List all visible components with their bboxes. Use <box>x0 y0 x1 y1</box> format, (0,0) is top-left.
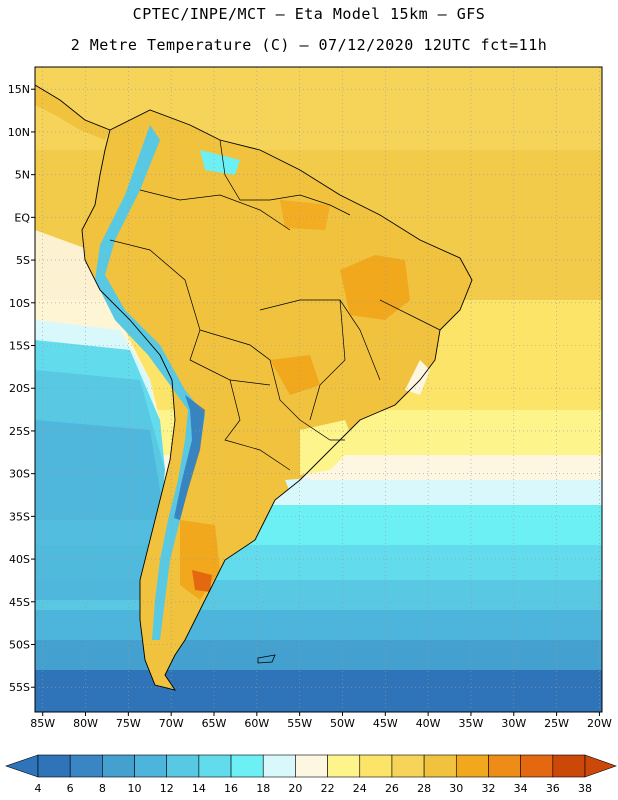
lat-tick-label: 15N <box>8 83 30 96</box>
lat-tick-label: 40S <box>9 553 30 566</box>
central-america-coast <box>34 84 111 131</box>
colorbar-label: 4 <box>34 782 42 795</box>
lat-tick-label: 25S <box>9 425 30 438</box>
colorbar-label: 30 <box>449 782 464 795</box>
lat-tick-label: 20S <box>9 382 30 395</box>
colorbar-swatch <box>359 754 393 778</box>
lat-tick-label: 50S <box>9 639 30 652</box>
colorbar-label: 8 <box>98 782 106 795</box>
lon-tick-label: 70W <box>159 717 184 730</box>
colorbar-swatch <box>327 754 361 778</box>
colorbar-swatch <box>134 754 168 778</box>
colorbar-label: 14 <box>191 782 206 795</box>
colorbar-swatch <box>552 754 586 778</box>
lon-tick-label: 30W <box>501 717 526 730</box>
colorbar-swatch <box>488 754 521 778</box>
lat-tick-label: 45S <box>9 596 30 609</box>
colorbar-label: 20 <box>288 782 303 795</box>
lon-tick-label: 65W <box>202 717 227 730</box>
hot-brazil-northeast <box>340 255 410 320</box>
country-borders <box>109 139 441 471</box>
colorbar-swatch <box>166 754 200 778</box>
colorbar <box>5 754 617 778</box>
title-variable: 2 Metre Temperature (C) – 07/12/2020 12U… <box>70 36 548 54</box>
mild-bahia <box>405 360 430 395</box>
lon-tick-label: 45W <box>373 717 398 730</box>
lon-tick-label: 60W <box>244 717 269 730</box>
colorbar-swatch <box>198 754 232 778</box>
lon-tick-label: 80W <box>73 717 98 730</box>
lat-tick-label: 15S <box>9 340 30 353</box>
colorbar-swatch <box>455 754 489 778</box>
colorbar-label: 10 <box>127 782 142 795</box>
colorbar-label: 16 <box>224 782 239 795</box>
longitude-axis: 85W 80W 75W 70W 65W 60W 55W 50W 45W 40W 35W 30W 25W 2… <box>30 712 612 730</box>
latitude-axis: 15N 10N 5N EQ 5S 10S 15S 20S 25S 30S 35S 40S 45S 50S 5… <box>8 83 35 694</box>
colorbar-label: 34 <box>513 782 528 795</box>
colorbar-swatch <box>391 754 425 778</box>
colorbar-label: 24 <box>352 782 367 795</box>
hot-amazon <box>280 200 330 230</box>
lon-tick-label: 75W <box>116 717 141 730</box>
band-4-6 <box>35 670 602 712</box>
band-8-10 <box>35 640 602 670</box>
hot-mato-grosso <box>270 355 320 395</box>
lon-tick-label: 35W <box>459 717 484 730</box>
lat-tick-label: 55S <box>9 681 30 694</box>
colorbar-label: 36 <box>545 782 560 795</box>
lat-tick-label: EQ <box>14 211 30 224</box>
lon-tick-label: 20W <box>587 717 612 730</box>
colorbar-label: 22 <box>320 782 335 795</box>
falklands-outline <box>257 654 276 664</box>
lat-tick-label: 5N <box>15 169 30 182</box>
hot-patagonia-core <box>192 570 212 592</box>
colorbar-label: 12 <box>159 782 174 795</box>
coastline <box>81 109 473 691</box>
colorbar-over-arrow <box>584 754 617 778</box>
lon-tick-label: 40W <box>416 717 441 730</box>
title-source: CPTEC/INPE/MCT – Eta Model 15km – GFS <box>132 5 486 23</box>
colorbar-under-arrow <box>5 754 39 778</box>
south-america-land <box>82 110 472 690</box>
colorbar-label: 6 <box>66 782 74 795</box>
colorbar-swatch <box>423 754 457 778</box>
colorbar-swatch <box>520 754 554 778</box>
lat-tick-label: 10S <box>9 297 30 310</box>
colorbar-label: 32 <box>481 782 496 795</box>
lat-tick-label: 10N <box>8 126 30 139</box>
map-frame <box>34 66 603 713</box>
colorbar-label: 28 <box>417 782 432 795</box>
band-10-12 <box>35 610 602 640</box>
colorbar-swatch <box>262 754 296 778</box>
colorbar-label: 38 <box>578 782 592 795</box>
colorbar-label: 18 <box>256 782 271 795</box>
lat-lon-grid <box>35 67 602 712</box>
andes-coldest <box>174 395 205 520</box>
colorbar-swatch <box>69 754 103 778</box>
lon-tick-label: 55W <box>287 717 312 730</box>
colorbar-swatch <box>230 754 264 778</box>
colorbar-label: 26 <box>384 782 399 795</box>
lon-tick-label: 85W <box>30 717 55 730</box>
mild-southeast <box>300 420 355 475</box>
central-america-land <box>35 85 110 140</box>
cool-venezuela-highlands <box>200 150 240 175</box>
colorbar-swatch <box>37 754 71 778</box>
colorbar-swatch <box>102 754 135 778</box>
lat-tick-label: 30S <box>9 468 30 481</box>
lat-tick-label: 35S <box>9 510 30 523</box>
lat-tick-label: 5S <box>16 254 30 267</box>
lon-tick-label: 25W <box>544 717 569 730</box>
pacific-cool-11 <box>35 420 165 600</box>
colorbar-swatch <box>295 754 328 778</box>
lon-tick-label: 50W <box>330 717 355 730</box>
